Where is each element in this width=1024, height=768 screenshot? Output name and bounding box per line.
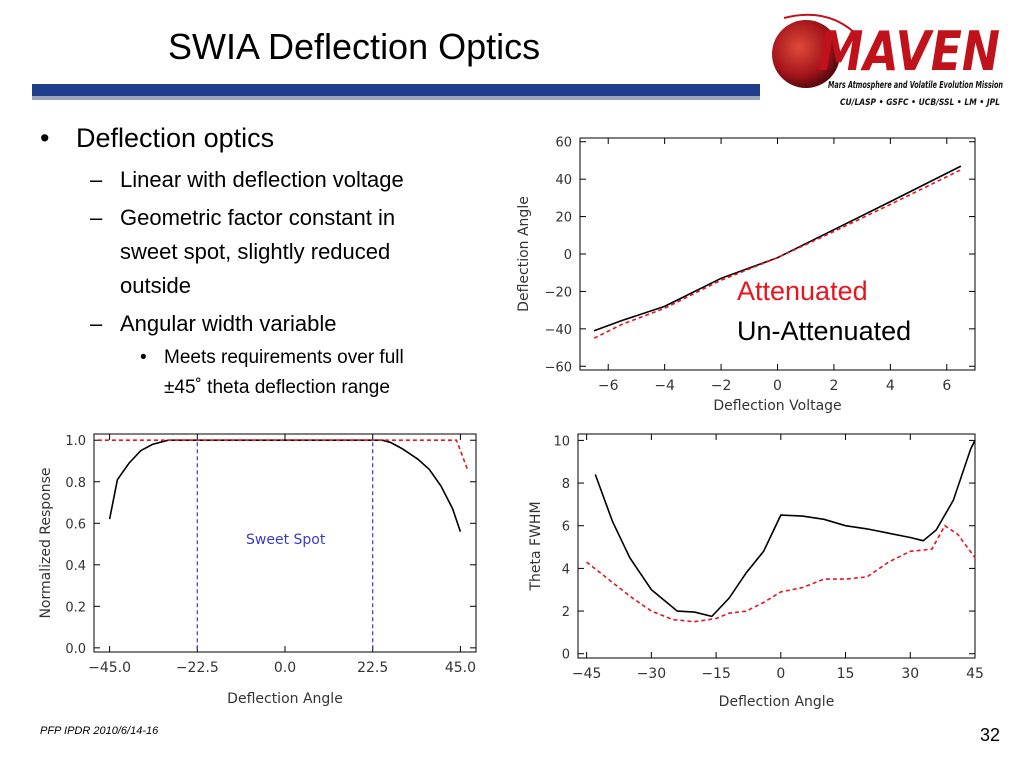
y-tick-label: 0.4	[65, 559, 86, 574]
response-vs-angle-chart: −45.0 −22.5 0.0 22.5 45.0 0.0 0.2 0.4 0.6 0.8 1.0 D…	[38, 433, 477, 707]
y-tick-label: 20	[555, 211, 572, 226]
y-tick-label: 4	[562, 562, 570, 577]
series-unattenuated-line	[593, 165, 962, 332]
title-rule	[32, 84, 760, 100]
logo-partners: CU/LASP • GSFC • UCB/SSL • LM • JPL	[840, 98, 1000, 108]
slide-title: SWIA Deflection Optics	[168, 26, 541, 67]
y-tick-label: 6	[562, 520, 570, 535]
x-tick-label: 2	[829, 378, 838, 394]
footer-text: PFP IPDR 2010/6/14-16	[40, 725, 159, 737]
series-attenuated-line	[97, 439, 469, 472]
bullet-text: ±45˚ theta deflection range	[164, 377, 390, 398]
x-tick-label: −30	[637, 666, 667, 682]
x-axis-label: Deflection Angle	[227, 691, 343, 707]
y-tick-label: 40	[555, 173, 572, 188]
x-tick-label: −15	[701, 666, 731, 682]
bullet-text: Linear with deflection voltage	[120, 167, 404, 192]
x-tick-label: 45	[966, 666, 984, 682]
y-tick-label: 0.6	[65, 517, 86, 532]
y-tick-label: −40	[545, 323, 572, 338]
x-tick-label: 15	[837, 666, 855, 682]
y-tick-label: −60	[545, 360, 572, 375]
bullet-text: Angular width variable	[120, 311, 337, 336]
y-tick-label: 0.2	[65, 600, 86, 615]
x-tick-label: −45.0	[88, 660, 131, 676]
bullet-marker: •	[40, 123, 50, 153]
mars-planet-icon	[772, 20, 840, 88]
x-tick-label: 0.0	[274, 660, 296, 676]
y-tick-label: 0	[564, 248, 572, 263]
y-axis-label: Deflection Angle	[516, 196, 532, 312]
y-axis-label: Normalized Response	[38, 467, 54, 618]
x-tick-label: −2	[711, 378, 732, 394]
bullet-marker: –	[90, 205, 103, 230]
x-tick-label: 45.0	[445, 660, 476, 676]
y-axis-label: Theta FWHM	[528, 501, 544, 591]
y-tick-label: 1.0	[65, 434, 86, 449]
y-tick-label: 2	[562, 605, 570, 620]
bullet-text: Meets requirements over full	[164, 347, 404, 368]
x-axis-label: Deflection Angle	[719, 694, 835, 710]
x-tick-label: 30	[901, 666, 919, 682]
y-tick-label: 8	[562, 477, 570, 492]
x-tick-label: −22.5	[176, 660, 219, 676]
y-tick-label: 60	[555, 136, 572, 151]
series-unattenuated-line	[108, 439, 462, 532]
x-tick-label: −6	[598, 378, 619, 394]
x-tick-label: 0	[773, 378, 782, 394]
sweet-spot-annotation: Sweet Spot	[246, 532, 326, 548]
x-tick-label: −4	[654, 378, 675, 394]
x-tick-label: 4	[886, 378, 895, 394]
page-number: 32	[979, 725, 1000, 745]
bullet-marker: –	[90, 311, 103, 336]
series-unattenuated-line	[594, 440, 976, 618]
maven-logo: MAVEN Mars Atmosphere and Volatile Evolu…	[772, 13, 1003, 108]
x-tick-label: 6	[942, 378, 951, 394]
bullet-text: Deflection optics	[76, 123, 275, 153]
legend-attenuated: Attenuated	[737, 276, 868, 306]
bullet-marker: –	[90, 167, 103, 192]
plot-frame	[577, 433, 976, 659]
bullet-text: sweet spot, slightly reduced	[120, 239, 391, 264]
legend-unattenuated: Un-Attenuated	[737, 316, 912, 346]
y-tick-label: 0	[562, 648, 570, 663]
x-tick-label: 22.5	[357, 660, 388, 676]
series-attenuated-line	[586, 524, 976, 623]
x-axis-label: Deflection Voltage	[713, 398, 841, 414]
bullet-text: Geometric factor constant in	[120, 205, 396, 230]
bullet-marker: •	[140, 347, 147, 368]
y-tick-label: 10	[553, 434, 570, 449]
y-tick-label: 0.8	[65, 476, 86, 491]
logo-subtitle: Mars Atmosphere and Volatile Evolution M…	[828, 80, 1003, 91]
y-tick-label: −20	[545, 285, 572, 300]
bullet-text: outside	[120, 273, 191, 298]
x-tick-label: 0	[776, 666, 785, 682]
x-tick-label: −45	[572, 666, 602, 682]
series-attenuated-line	[593, 169, 962, 339]
y-tick-label: 0.0	[65, 642, 86, 657]
fwhm-vs-angle-chart: −45 −30 −15 0 15 30 45 0 2 4 6 8 10 Deflection Angle T…	[528, 433, 984, 710]
logo-wordmark: MAVEN	[818, 20, 1000, 83]
